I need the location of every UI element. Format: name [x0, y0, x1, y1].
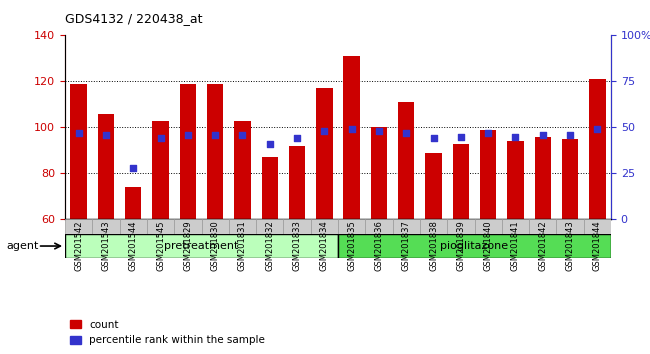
Bar: [147, 219, 174, 234]
Bar: [425, 153, 442, 219]
Point: [565, 132, 575, 138]
Text: GSM201831: GSM201831: [238, 220, 247, 271]
Bar: [125, 187, 142, 219]
Bar: [452, 143, 469, 219]
Bar: [393, 219, 420, 234]
Point: [292, 136, 302, 141]
Point: [319, 128, 330, 134]
Bar: [65, 219, 92, 234]
Text: GSM201839: GSM201839: [456, 220, 465, 271]
Point: [483, 130, 493, 136]
Text: GSM201832: GSM201832: [265, 220, 274, 271]
Point: [346, 126, 357, 132]
Bar: [120, 219, 147, 234]
Bar: [584, 219, 611, 234]
Bar: [65, 234, 338, 258]
Bar: [343, 56, 360, 219]
Point: [210, 132, 220, 138]
Text: GSM201838: GSM201838: [429, 220, 438, 271]
Bar: [556, 219, 584, 234]
Bar: [174, 219, 202, 234]
Text: pretreatment: pretreatment: [164, 241, 239, 251]
Point: [155, 136, 166, 141]
Point: [101, 132, 111, 138]
Bar: [179, 84, 196, 219]
Bar: [365, 219, 393, 234]
Bar: [420, 219, 447, 234]
Bar: [311, 219, 338, 234]
Bar: [338, 219, 365, 234]
Text: GDS4132 / 220438_at: GDS4132 / 220438_at: [65, 12, 203, 25]
Bar: [283, 219, 311, 234]
Point: [510, 134, 521, 139]
Bar: [316, 88, 333, 219]
Bar: [202, 219, 229, 234]
Text: GSM201545: GSM201545: [156, 220, 165, 271]
Bar: [152, 120, 169, 219]
Point: [183, 132, 193, 138]
Text: GSM201843: GSM201843: [566, 220, 575, 271]
Point: [374, 128, 384, 134]
Bar: [289, 146, 306, 219]
Bar: [474, 219, 502, 234]
Text: GSM201836: GSM201836: [374, 220, 384, 271]
Bar: [92, 219, 120, 234]
Text: GSM201543: GSM201543: [101, 220, 111, 271]
Bar: [70, 84, 87, 219]
Text: GSM201841: GSM201841: [511, 220, 520, 271]
Bar: [480, 130, 497, 219]
Bar: [447, 219, 474, 234]
Bar: [370, 127, 387, 219]
Text: GSM201842: GSM201842: [538, 220, 547, 271]
Text: GSM201829: GSM201829: [183, 220, 192, 271]
Bar: [256, 219, 283, 234]
Point: [73, 130, 84, 136]
Text: GSM201835: GSM201835: [347, 220, 356, 271]
Point: [428, 136, 439, 141]
Bar: [338, 234, 611, 258]
Text: agent: agent: [6, 241, 39, 251]
Text: GSM201542: GSM201542: [74, 220, 83, 271]
Text: GSM201833: GSM201833: [292, 220, 302, 271]
Point: [538, 132, 548, 138]
Point: [401, 130, 411, 136]
Text: GSM201837: GSM201837: [402, 220, 411, 271]
Bar: [398, 102, 415, 219]
Text: GSM201840: GSM201840: [484, 220, 493, 271]
Bar: [562, 139, 578, 219]
Bar: [534, 137, 551, 219]
Bar: [589, 79, 606, 219]
Text: GSM201830: GSM201830: [211, 220, 220, 271]
Point: [265, 141, 275, 147]
Bar: [207, 84, 224, 219]
Point: [128, 165, 138, 171]
Text: GSM201844: GSM201844: [593, 220, 602, 271]
Legend: count, percentile rank within the sample: count, percentile rank within the sample: [70, 320, 265, 345]
Bar: [234, 120, 251, 219]
Point: [456, 134, 466, 139]
Bar: [98, 114, 114, 219]
Bar: [261, 157, 278, 219]
Point: [592, 126, 603, 132]
Text: pioglitazone: pioglitazone: [441, 241, 508, 251]
Bar: [502, 219, 529, 234]
Bar: [229, 219, 256, 234]
Text: GSM201544: GSM201544: [129, 220, 138, 271]
Bar: [529, 219, 556, 234]
Text: GSM201834: GSM201834: [320, 220, 329, 271]
Point: [237, 132, 248, 138]
Bar: [507, 141, 524, 219]
